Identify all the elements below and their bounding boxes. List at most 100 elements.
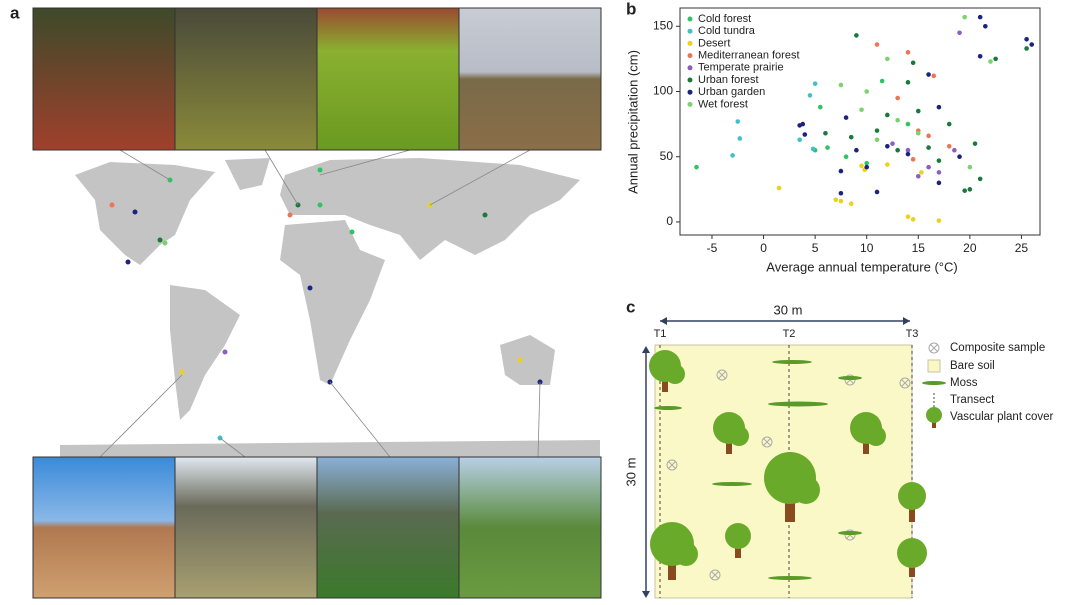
point	[936, 170, 942, 175]
legend-label: Composite sample	[950, 342, 1045, 354]
moss	[654, 360, 862, 580]
point	[800, 121, 806, 127]
x-axis-title: Average annual temperature (°C)	[766, 259, 957, 274]
point	[885, 162, 890, 167]
point	[926, 164, 931, 170]
point	[859, 107, 864, 113]
point	[1029, 42, 1035, 47]
point	[1024, 37, 1029, 42]
point	[936, 180, 942, 186]
plot-frame	[679, 7, 1041, 236]
legend-marker	[687, 65, 693, 71]
point	[864, 160, 870, 166]
legend-label: Temperate prairie	[698, 62, 784, 74]
point	[910, 157, 916, 162]
legend-label: Bare soil	[950, 360, 995, 372]
point	[833, 197, 839, 203]
legend-marker	[687, 28, 693, 34]
point	[962, 14, 967, 20]
point	[895, 117, 900, 123]
point	[993, 56, 998, 62]
point	[885, 112, 890, 118]
point	[874, 42, 880, 47]
point	[864, 89, 870, 94]
point	[936, 158, 942, 163]
point	[910, 60, 916, 66]
x-tick-label: 0	[760, 241, 767, 255]
width-label: 30 m	[774, 302, 803, 317]
point	[838, 198, 844, 204]
legend-marker	[687, 101, 693, 107]
point	[977, 14, 983, 20]
point	[905, 151, 911, 157]
point	[817, 104, 823, 110]
point	[864, 164, 870, 170]
site-photos	[32, 7, 602, 599]
point	[694, 164, 699, 170]
point	[859, 163, 864, 169]
point	[915, 173, 921, 179]
point	[825, 145, 830, 150]
legend-marker	[687, 16, 693, 22]
point	[812, 81, 818, 86]
legend-label: Cold forest	[698, 13, 751, 25]
point	[838, 82, 844, 88]
point	[890, 141, 895, 146]
legend-label: Mediterranean forest	[698, 50, 800, 62]
point	[879, 78, 885, 84]
diagram-legend: Composite sample Bare soil Moss Transect…	[922, 342, 1054, 428]
legend-label: Transect	[950, 394, 995, 406]
point	[946, 143, 952, 149]
legend-label: Vascular plant cover	[950, 411, 1054, 423]
point	[988, 59, 993, 64]
legend-marker	[687, 40, 693, 46]
photo-leaders	[99, 149, 541, 458]
legend-label: Urban forest	[698, 74, 759, 86]
point	[854, 147, 859, 153]
point	[843, 115, 849, 120]
legend-label: Moss	[950, 377, 978, 389]
point	[962, 188, 967, 193]
point	[967, 187, 973, 192]
point	[977, 53, 983, 59]
world-map	[60, 158, 600, 457]
legend-label: Wet forest	[698, 98, 748, 110]
y-tick-label: 150	[653, 18, 673, 32]
x-tick-label: -5	[707, 241, 718, 255]
point	[919, 170, 924, 175]
point	[874, 137, 880, 143]
point	[926, 72, 931, 77]
x-tick-label: 10	[860, 241, 874, 255]
height-label: 30 m	[623, 458, 638, 487]
point	[972, 141, 978, 146]
map-site-markers	[109, 167, 543, 441]
panel-b: b Average annual temperature (°C) Annual…	[625, 0, 1041, 274]
panel-c: c 30 m 30 m T1 T2 T3	[623, 297, 1054, 599]
point	[1024, 46, 1029, 51]
legend-marker	[687, 77, 693, 83]
point	[735, 119, 741, 124]
panel-label: c	[626, 297, 635, 316]
point	[936, 218, 942, 223]
transect-label: T1	[654, 328, 667, 340]
vascular-plants	[649, 350, 927, 580]
point	[957, 154, 962, 160]
point	[952, 147, 957, 153]
panel-label: a	[10, 3, 20, 22]
point	[843, 154, 849, 160]
legend-label: Desert	[698, 37, 730, 49]
x-tick-label: 25	[1015, 241, 1029, 255]
point	[885, 56, 890, 62]
point	[823, 130, 828, 136]
point	[926, 133, 931, 139]
y-axis-title: Annual precipitation (cm)	[625, 50, 640, 194]
legend-marker	[687, 53, 693, 59]
panel-a: a	[10, 3, 602, 599]
point	[910, 217, 916, 222]
point	[776, 185, 782, 191]
point	[802, 132, 808, 137]
x-tick-label: 5	[812, 241, 819, 255]
point	[807, 93, 813, 98]
